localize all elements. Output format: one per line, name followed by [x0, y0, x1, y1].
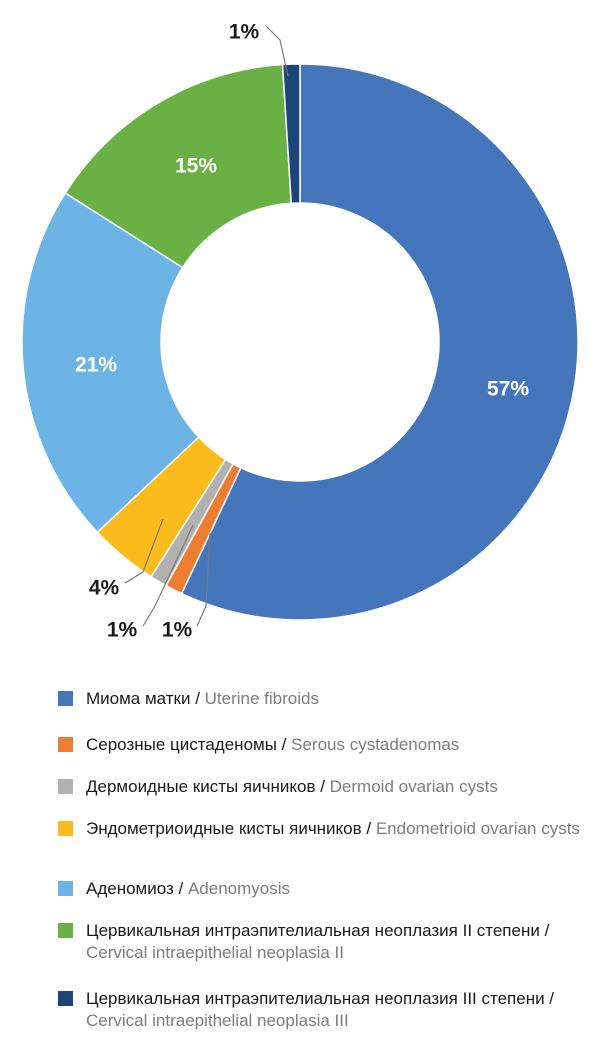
- leader-line-2: [142, 524, 194, 627]
- legend-label-en: Cervical intraepithelial neoplasia II: [86, 943, 344, 962]
- legend-label-ru: Аденомиоз /: [86, 879, 188, 898]
- legend-label: Цервикальная интраэпителиальная неоплази…: [86, 920, 588, 964]
- legend-label-en: Cervical intraepithelial neoplasia III: [86, 1011, 349, 1030]
- leader-line-6: [265, 25, 289, 77]
- legend-label-en: Serous cystadenomas: [291, 735, 460, 754]
- leader-line-1: [196, 532, 211, 627]
- slice-label-5: 15%: [175, 155, 217, 178]
- legend-swatch: [58, 881, 73, 896]
- legend-item-5: Цервикальная интраэпителиальная неоплази…: [58, 920, 588, 964]
- legend-label: Эндометриоидные кисты яичников / Endomet…: [86, 818, 580, 840]
- legend-item-4: Аденомиоз / Adenomyosis: [58, 878, 290, 900]
- legend-swatch: [58, 923, 73, 938]
- legend-item-3: Эндометриоидные кисты яичников / Endomet…: [58, 818, 580, 840]
- slice-0: [180, 63, 579, 621]
- legend-item-2: Дермоидные кисты яичников / Dermoid ovar…: [58, 776, 498, 798]
- slice-6: [281, 63, 301, 205]
- donut-chart: 57% 1% 1% 4% 21% 15% 1%: [21, 21, 579, 642]
- slice-4: [21, 192, 200, 534]
- donut-slices: [21, 63, 579, 621]
- leader-line-3: [124, 518, 164, 584]
- slice-label-3: 4%: [89, 577, 120, 600]
- legend-swatch: [58, 737, 73, 752]
- legend-label: Цервикальная интраэпителиальная неоплази…: [86, 988, 588, 1032]
- legend-item-1: Серозные цистаденомы / Serous cystadenom…: [58, 734, 459, 756]
- legend-label-ru: Дермоидные кисты яичников /: [86, 777, 330, 796]
- legend-label-ru: Миома матки /: [86, 689, 205, 708]
- legend-swatch: [58, 779, 73, 794]
- legend-label: Дермоидные кисты яичников / Dermoid ovar…: [86, 776, 498, 798]
- legend-label: Аденомиоз / Adenomyosis: [86, 878, 290, 900]
- leader-lines: [124, 25, 289, 627]
- legend-label-ru: Цервикальная интраэпителиальная неоплази…: [86, 989, 555, 1008]
- legend-swatch: [58, 691, 73, 706]
- slice-label-0: 57%: [487, 378, 529, 401]
- legend-label: Серозные цистаденомы / Serous cystadenom…: [86, 734, 459, 756]
- slice-label-1: 1%: [162, 619, 193, 642]
- slice-label-2: 1%: [107, 619, 138, 642]
- legend-label-en: Endometrioid ovarian cysts: [375, 819, 580, 838]
- legend-label-en: Dermoid ovarian cysts: [329, 777, 498, 796]
- legend-label-en: Adenomyosis: [187, 879, 291, 898]
- legend-item-6: Цервикальная интраэпителиальная неоплази…: [58, 988, 588, 1032]
- slice-label-6: 1%: [229, 21, 260, 44]
- legend-label-en: Uterine fibroids: [204, 689, 319, 708]
- slice-5: [64, 63, 293, 269]
- legend-label-ru: Цервикальная интраэпителиальная неоплази…: [86, 921, 550, 940]
- legend-swatch: [58, 991, 73, 1006]
- legend-label-ru: Эндометриоидные кисты яичников /: [86, 819, 376, 838]
- legend-label-ru: Серозные цистаденомы /: [86, 735, 292, 754]
- legend-label: Миома матки / Uterine fibroids: [86, 688, 319, 710]
- slice-label-4: 21%: [75, 354, 117, 377]
- legend-swatch: [58, 821, 73, 836]
- slice-labels: 57% 1% 1% 4% 21% 15% 1%: [75, 21, 529, 642]
- legend-item-0: Миома матки / Uterine fibroids: [58, 688, 319, 710]
